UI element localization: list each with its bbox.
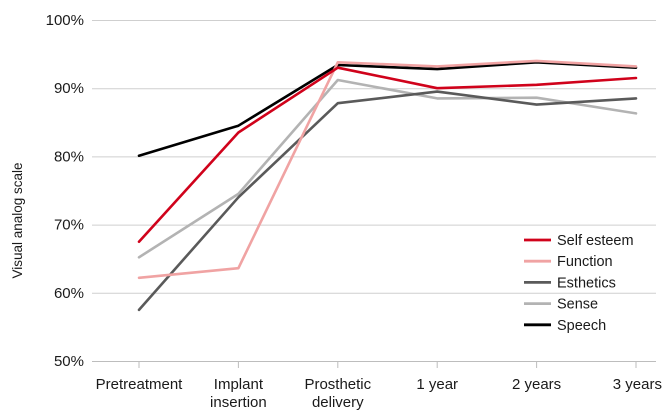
x-tick-label: Prosthetic (304, 376, 371, 393)
legend: Self esteem Function Esthetics Sense Speech (524, 233, 634, 334)
series-lines (139, 61, 636, 310)
y-tick-label: 80% (54, 148, 84, 165)
x-tick-label: 3 years (613, 376, 662, 393)
x-tick-label: 1 year (416, 376, 458, 393)
x-tick-label: Pretreatment (96, 376, 184, 393)
grid (92, 21, 656, 294)
y-tick-label: 50% (54, 353, 84, 370)
x-tick-label: 2 years (512, 376, 561, 393)
legend-label-esthetics: Esthetics (557, 275, 616, 291)
series-line-self-esteem (139, 68, 636, 242)
series-line-sense (139, 80, 636, 257)
y-tick-label: 100% (46, 12, 84, 29)
y-tick-label: 60% (54, 285, 84, 302)
x-tick-label: Implant (214, 376, 264, 393)
y-tick-label: 70% (54, 217, 84, 234)
y-axis-title: Visual analog scale (10, 162, 25, 278)
legend-label-speech: Speech (557, 318, 606, 334)
x-tick-label: insertion (210, 394, 267, 411)
series-line-speech (139, 62, 636, 155)
legend-label-sense: Sense (557, 297, 598, 313)
legend-label-self-esteem: Self esteem (557, 233, 634, 249)
y-tick-label: 90% (54, 80, 84, 97)
legend-label-function: Function (557, 254, 613, 270)
x-tick-label: delivery (312, 394, 364, 411)
